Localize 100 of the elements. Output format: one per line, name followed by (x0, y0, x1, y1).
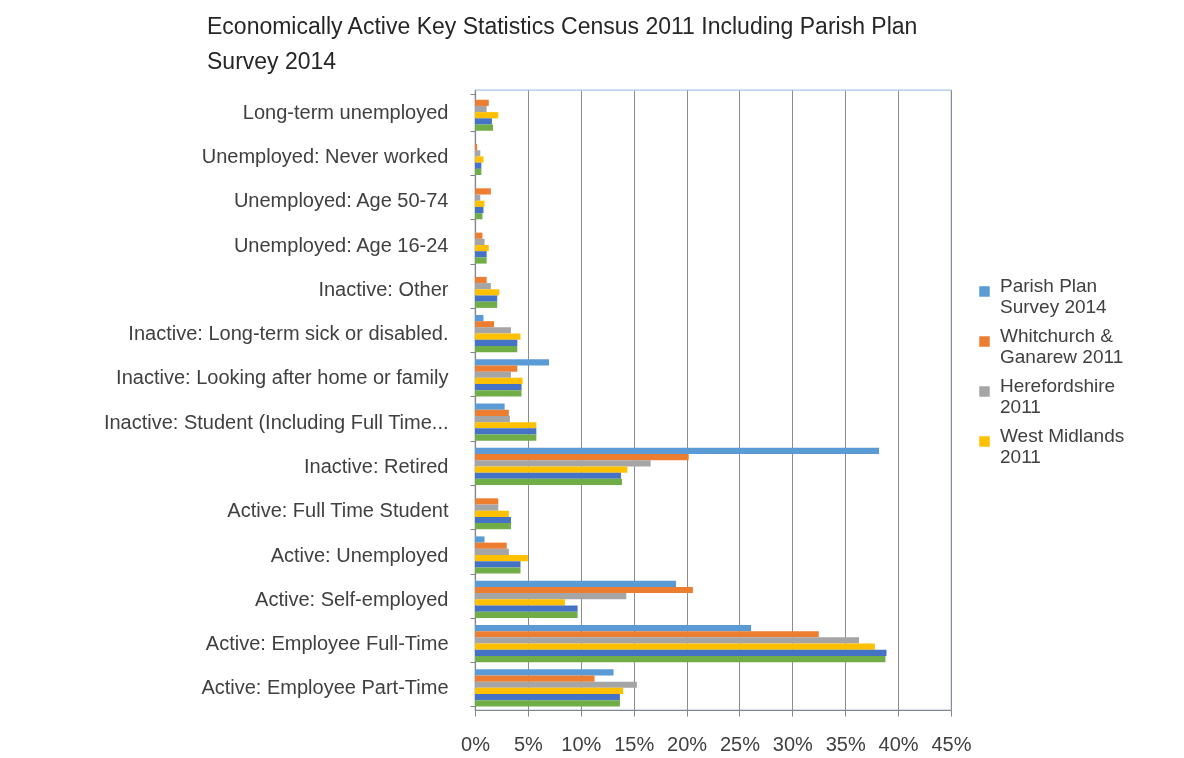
bar (475, 245, 489, 252)
bar (475, 321, 495, 328)
bar (475, 327, 511, 334)
bar (475, 586, 693, 594)
bar (475, 403, 505, 410)
legend-label: West Midlands 2011 (1000, 424, 1125, 467)
bar (475, 542, 507, 549)
bar (475, 422, 537, 429)
bar (475, 118, 492, 125)
bar (475, 434, 537, 441)
bar (475, 415, 510, 423)
bar (475, 188, 491, 195)
bar (475, 548, 509, 555)
bar (475, 593, 627, 600)
bar (475, 112, 499, 119)
bar (475, 611, 578, 618)
bar (475, 460, 651, 467)
y-tick-label: Active: Self-employed (255, 587, 449, 610)
bar (475, 365, 518, 372)
bar (475, 371, 511, 378)
y-tick-label: Inactive: Long-term sick or disabled. (128, 322, 449, 345)
bar (475, 150, 481, 157)
y-tick-label: Active: Full Time Student (227, 499, 449, 522)
x-tick-label: 5% (513, 732, 544, 755)
bar (475, 599, 565, 606)
x-tick-label: 35% (825, 732, 866, 755)
bar (475, 643, 875, 650)
bar (475, 694, 620, 701)
bar (475, 156, 484, 163)
bar (475, 561, 521, 568)
bar (475, 144, 478, 151)
bar (475, 504, 499, 511)
bar (475, 498, 499, 505)
bar (475, 390, 522, 397)
bar (475, 555, 528, 562)
bar (475, 206, 484, 214)
bar (475, 649, 887, 656)
bar (475, 605, 578, 612)
x-tick-label: 45% (931, 732, 972, 755)
y-tick-label: Active: Employee Part-Time (201, 676, 449, 699)
bar (475, 359, 550, 366)
bar (475, 428, 537, 435)
bar (475, 276, 487, 284)
bar (475, 295, 498, 302)
bar (475, 105, 487, 113)
x-tick-label: 30% (772, 732, 814, 755)
y-tick-label: Long-term unemployed (242, 100, 449, 123)
bar (475, 314, 484, 322)
bar (475, 669, 614, 676)
bar (475, 447, 880, 455)
y-tick-label: Inactive: Looking after home or family (116, 366, 449, 389)
bar (475, 536, 485, 543)
bar (475, 289, 500, 296)
y-tick-label: Active: Unemployed (270, 543, 449, 566)
bar (475, 333, 521, 340)
bar (475, 377, 523, 385)
bar (475, 168, 482, 176)
bar (475, 472, 621, 479)
bar (475, 232, 483, 239)
bar (475, 687, 624, 695)
bar (475, 523, 511, 530)
x-tick-label: 25% (719, 732, 761, 755)
legend-label: Herefordshire 2011 (1000, 374, 1116, 417)
bar (475, 700, 620, 707)
x-tick-label: 40% (878, 732, 919, 755)
bar (475, 681, 637, 688)
bar (475, 510, 509, 517)
bar (475, 637, 859, 644)
bar (475, 283, 491, 290)
bar (475, 345, 518, 353)
bar (475, 384, 522, 391)
y-tick-label: Active: Employee Full-Time (205, 632, 449, 655)
bar (475, 213, 483, 220)
x-tick-label: 10% (561, 732, 602, 755)
bar (475, 655, 886, 663)
y-tick-label: Inactive: Other (318, 277, 449, 300)
bar (475, 339, 518, 346)
bar (475, 409, 509, 416)
bar (475, 580, 676, 587)
y-tick-label: Unemployed: Age 50-74 (233, 189, 449, 212)
y-tick-label: Unemployed: Age 16-24 (233, 233, 449, 256)
bar (475, 99, 489, 106)
chart-title: Economically Active Key Statistics Census 2011 Including Parish Plan Survey 2014 (207, 13, 918, 74)
x-tick-label: 15% (614, 732, 655, 755)
bar (475, 251, 487, 258)
bar (475, 301, 498, 308)
bar (475, 194, 481, 201)
bar (475, 624, 752, 632)
bar (475, 200, 485, 207)
bar (475, 257, 487, 264)
y-tick-label: Inactive: Student (Including Full Time... (103, 410, 449, 433)
bar (475, 238, 485, 245)
bar (475, 124, 493, 131)
bar (475, 631, 819, 638)
y-tick-label: Inactive: Retired (303, 454, 449, 477)
legend-label: Parish Plan Survey 2014 (1000, 274, 1108, 317)
bar (475, 466, 628, 473)
bar (475, 675, 595, 682)
bar (475, 516, 511, 524)
bar (475, 454, 689, 461)
